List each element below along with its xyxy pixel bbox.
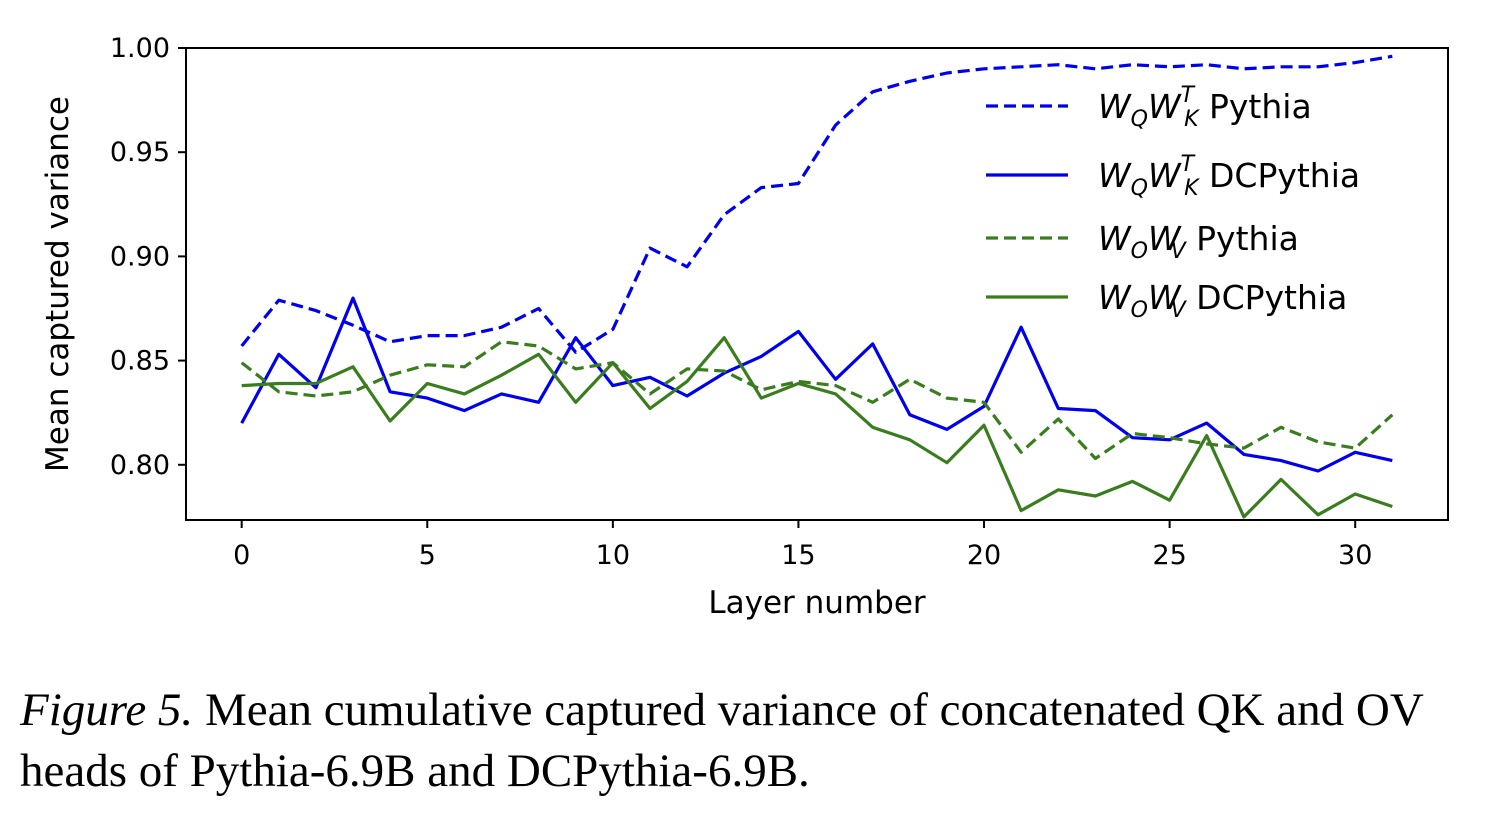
legend-label-part: W [1148,87,1182,126]
legend-label-part: V [1171,239,1188,264]
x-tick-label: 30 [1338,540,1372,571]
legend-label-part: W [1098,219,1132,258]
series-line-2 [240,296,1393,473]
legend-entry-label: WOWV DCPythia [1098,278,1347,323]
series-line-4 [241,336,1393,519]
legend-label-part: T [1181,83,1196,108]
y-axis-ticks: 0.80 0.85 0.90 0.95 1.00 [110,33,186,481]
legend-entry-label: WQWT K Pythia [1098,83,1312,132]
legend-entry-label: WOWV Pythia [1098,219,1299,264]
legend-label-part: Pythia [1199,87,1312,126]
y-tick-label: 1.00 [110,33,170,64]
x-tick-label: 10 [596,540,630,571]
y-tick-label: 0.90 [110,241,170,272]
series-line-1 [240,54,1393,354]
legend-entry-label: WQWT K DCPythia [1098,152,1360,201]
y-tick-label: 0.85 [110,346,170,377]
legend-label-part: W [1098,87,1132,126]
x-axis-ticks: 0 5 10 15 20 25 30 [233,520,1372,571]
series-layer [240,54,1394,519]
y-tick-label: 0.95 [110,137,170,168]
legend-label-part: DCPythia [1199,156,1361,195]
plot-frame [185,47,1449,521]
x-tick-label: 25 [1152,540,1186,571]
figure-caption: Figure 5. Mean cumulative captured varia… [20,680,1490,802]
x-tick-label: 5 [419,540,436,571]
line-chart: 0 5 10 15 20 25 30 0.80 0.85 0.90 0.95 1.00 Layer … [40,33,1449,621]
figure-caption-text: Mean cumulative captured variance of con… [20,684,1423,797]
legend-label-part: V [1171,298,1188,323]
x-tick-label: 0 [233,540,250,571]
legend-label-part: Pythia [1186,219,1299,258]
y-axis-label: Mean captured variance [40,96,76,472]
legend-label-part: W [1148,278,1182,317]
legend-label-part: W [1148,156,1182,195]
legend-label-part: O [1131,298,1148,323]
figure-caption-label: Figure 5. [20,684,194,736]
legend-label-part: DCPythia [1186,278,1348,317]
legend-label-part: Q [1131,107,1148,132]
legend-label-part: Q [1131,176,1148,201]
legend-label-part: W [1098,156,1132,195]
legend-label-part: O [1131,239,1148,264]
x-axis-label: Layer number [708,585,926,621]
series-line-3 [240,340,1394,461]
y-tick-label: 0.80 [110,450,170,481]
legend-label-part: K [1184,176,1200,201]
legend-label-part: W [1098,278,1132,317]
legend-label-part: K [1184,107,1200,132]
x-tick-label: 15 [781,540,815,571]
x-tick-label: 20 [967,540,1001,571]
legend-label-part: W [1148,219,1182,258]
legend-label-part: T [1181,152,1196,177]
